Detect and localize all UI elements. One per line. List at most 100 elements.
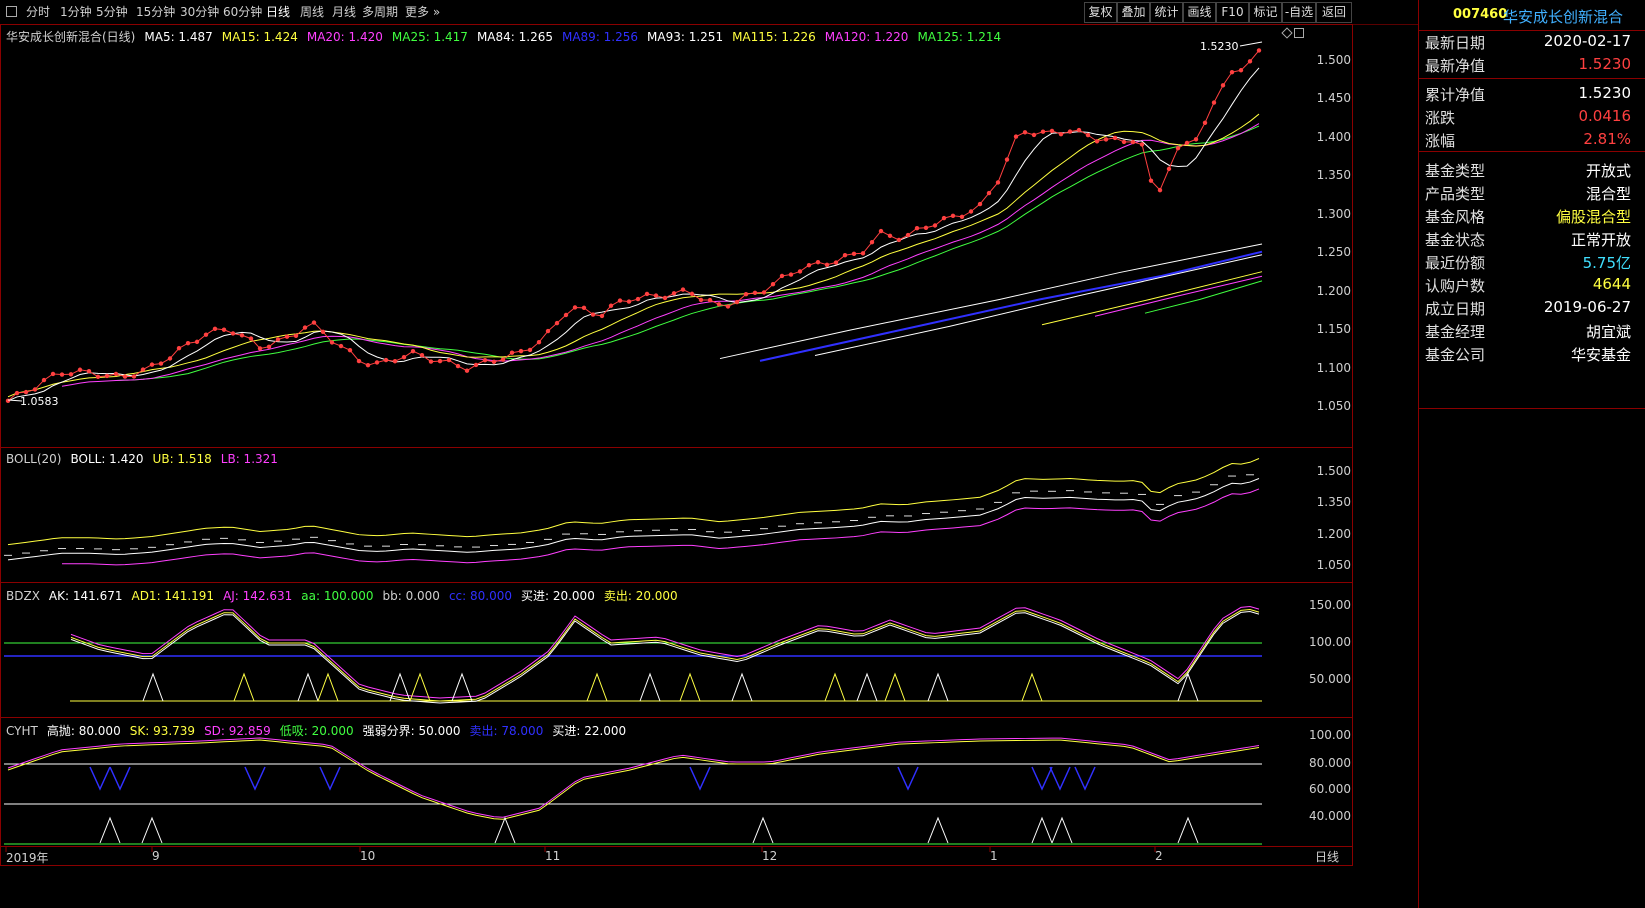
period-tab-6[interactable]: 日线	[266, 5, 291, 19]
bdzx-aj-line	[70, 605, 1260, 699]
info-value: 混合型	[1585, 185, 1631, 203]
info-key: 成立日期	[1425, 300, 1486, 318]
cyht-buy-signal	[1177, 816, 1199, 844]
price-point	[779, 273, 785, 279]
price-point	[1076, 127, 1082, 133]
toolbar-button-6[interactable]: -自选	[1282, 2, 1316, 23]
boll-lb-line	[62, 488, 1260, 566]
bdzx-signal-triangle	[317, 672, 339, 702]
period-tab-10[interactable]: 更多 »	[405, 5, 441, 19]
price-point	[329, 340, 335, 345]
legend-item: MA20: 1.420	[306, 30, 383, 44]
price-point	[806, 262, 812, 268]
price-point	[1256, 48, 1262, 53]
price-point	[1130, 139, 1136, 145]
info-key: 基金类型	[1425, 162, 1486, 180]
y-tick-label: 100.00	[1309, 635, 1351, 649]
bdzx-signal-triangle	[297, 672, 319, 702]
price-point	[572, 305, 578, 310]
legend-item: aa: 100.000	[301, 589, 374, 603]
cyht-buy-signal	[494, 816, 516, 844]
period-tab-4[interactable]: 30分钟	[180, 5, 220, 19]
price-point	[185, 341, 191, 346]
toolbar-button-1[interactable]: 叠加	[1117, 2, 1150, 23]
toolbar-button-7[interactable]: 返回	[1316, 2, 1352, 23]
price-point	[842, 253, 848, 258]
info-row: 最近份额 5.75亿	[1419, 252, 1645, 275]
info-row: 认购户数 4644	[1419, 275, 1645, 298]
price-point	[653, 293, 659, 298]
price-point	[473, 362, 479, 368]
ma84-line	[719, 243, 1263, 360]
toolbar-button-3[interactable]: 画线	[1183, 2, 1216, 23]
toolbar-button-2[interactable]: 统计	[1150, 2, 1183, 23]
price-point	[383, 357, 389, 363]
legend-item: BOLL: 1.420	[70, 452, 144, 466]
bdzx-signal-triangle	[451, 672, 473, 702]
price-point	[1040, 129, 1046, 134]
price-point	[1094, 139, 1100, 144]
price-point	[248, 336, 254, 341]
price-point	[635, 296, 641, 302]
price-point	[374, 360, 380, 365]
price-point	[932, 223, 938, 228]
price-point	[698, 297, 704, 303]
period-tab-0[interactable]: 分时	[26, 5, 51, 19]
period-tab-1[interactable]: 1分钟	[60, 5, 92, 19]
bdzx-signal-triangle	[824, 672, 846, 702]
bdzx-signal-triangle	[389, 672, 411, 702]
info-value: 2020-02-17	[1543, 32, 1631, 50]
y-tick-label: 60.000	[1309, 782, 1351, 796]
bdzx-signal-triangle	[586, 672, 608, 702]
legend-item: LB: 1.321	[220, 452, 278, 466]
period-tab-7[interactable]: 周线	[300, 5, 325, 19]
legend-item: AK: 141.671	[48, 589, 123, 603]
x-tick-label: 2019年	[6, 851, 49, 865]
price-point	[95, 374, 101, 379]
price-point	[158, 361, 164, 366]
kline-chart[interactable]: 1.5230 1.0583	[0, 0, 1418, 908]
info-key: 涨跌	[1425, 109, 1456, 127]
toolbar-button-5[interactable]: 标记	[1249, 2, 1282, 23]
price-point	[986, 190, 992, 196]
legend-item: MA25: 1.417	[391, 30, 468, 44]
ma115-line	[1041, 271, 1263, 326]
price-point	[815, 259, 821, 265]
bdzx-ad1-line	[70, 608, 1260, 702]
y-tick-label: 1.350	[1316, 168, 1351, 182]
fund-name: 华安成长创新混合	[1503, 8, 1624, 26]
toolbar-button-4[interactable]: F10	[1216, 2, 1249, 23]
period-tab-2[interactable]: 5分钟	[96, 5, 128, 19]
window-menu-icon[interactable]	[6, 6, 17, 17]
y-tick-label: 1.200	[1316, 527, 1351, 541]
price-point	[509, 350, 515, 355]
price-point	[1220, 83, 1226, 88]
legend-item: MA125: 1.214	[917, 30, 1002, 44]
price-point	[959, 214, 965, 219]
info-key: 认购户数	[1425, 277, 1486, 295]
cyht-buy-signal	[99, 816, 121, 844]
high-label: 1.5230	[1200, 40, 1239, 53]
x-tick-label: 10	[360, 849, 376, 863]
price-point	[671, 291, 677, 296]
period-tab-9[interactable]: 多周期	[362, 5, 399, 19]
ma89-line	[759, 250, 1263, 362]
panel-restore-icon[interactable]	[1294, 28, 1304, 38]
period-tab-3[interactable]: 15分钟	[136, 5, 176, 19]
low-label: 1.0583	[20, 395, 59, 408]
period-tab-5[interactable]: 60分钟	[223, 5, 263, 19]
info-row: 基金经理 胡宜斌	[1419, 321, 1645, 344]
price-point	[914, 226, 920, 231]
y-tick-label: 1.500	[1316, 53, 1351, 67]
low-pointer	[7, 399, 23, 402]
price-point	[41, 377, 47, 383]
period-tab-8[interactable]: 月线	[332, 5, 357, 19]
price-point	[311, 320, 317, 325]
legend-item: cc: 80.000	[448, 589, 512, 603]
price-point	[275, 337, 281, 342]
price-point	[1202, 120, 1208, 126]
toolbar-button-0[interactable]: 复权	[1084, 2, 1117, 23]
price-point	[149, 362, 155, 367]
price-point	[1211, 100, 1217, 105]
info-key: 累计净值	[1425, 86, 1486, 104]
